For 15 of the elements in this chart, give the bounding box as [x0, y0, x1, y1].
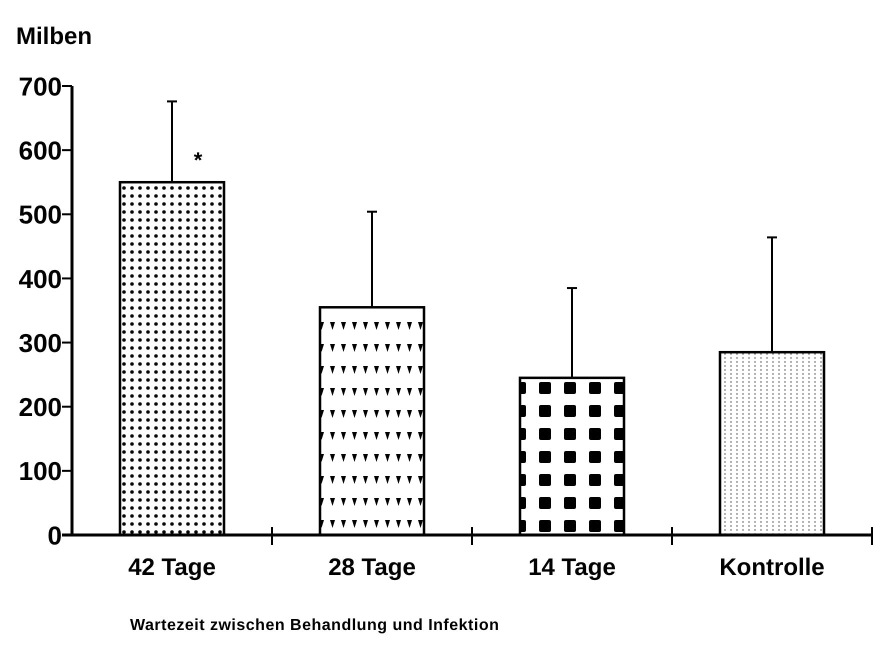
y-tick-label: 300	[18, 328, 62, 358]
y-tick-label: 100	[18, 456, 62, 486]
y-tick-label: 200	[18, 392, 62, 422]
y-axis-title: Milben	[16, 23, 92, 50]
x-tick-label: 42 Tage	[128, 554, 216, 581]
x-tick-label: 14 Tage	[528, 554, 616, 581]
x-tick-label: Kontrolle	[719, 554, 825, 581]
y-tick-label: 600	[18, 136, 62, 166]
y-tick-label: 500	[18, 200, 62, 230]
y-tick-label: 0	[48, 520, 62, 550]
x-tick-label: 28 Tage	[328, 554, 416, 581]
y-tick-label: 700	[18, 71, 62, 102]
y-tick-label: 400	[18, 264, 62, 294]
annotation: *	[194, 148, 203, 173]
x-axis-title: Wartezeit zwischen Behandlung und Infektion	[130, 617, 500, 634]
